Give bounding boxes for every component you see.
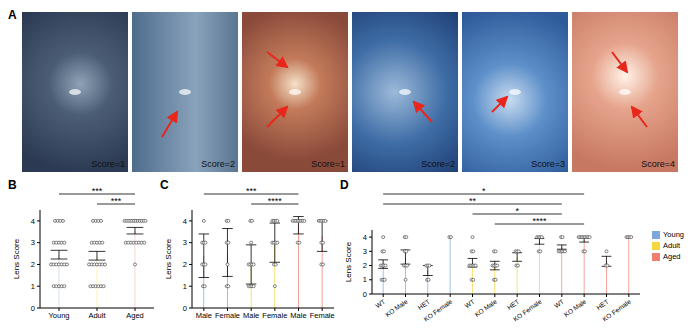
- svg-text:KO Male: KO Male: [563, 298, 588, 318]
- svg-text:Lens Score: Lens Score: [344, 241, 353, 282]
- svg-text:2: 2: [363, 261, 367, 270]
- svg-text:****: ****: [532, 216, 547, 226]
- svg-text:****: ****: [268, 196, 283, 206]
- svg-text:Lens Score: Lens Score: [12, 238, 21, 279]
- svg-text:3: 3: [183, 238, 187, 247]
- svg-text:Male: Male: [290, 311, 306, 320]
- svg-text:Female: Female: [262, 311, 287, 320]
- svg-text:***: ***: [111, 196, 122, 206]
- svg-text:3: 3: [31, 238, 35, 247]
- svg-text:3: 3: [363, 247, 367, 256]
- html-text:A: A: [8, 8, 17, 22]
- svg-text:WT: WT: [374, 298, 386, 310]
- html-text:Score=4: Score=4: [641, 159, 675, 169]
- svg-text:Lens Score: Lens Score: [164, 238, 173, 279]
- svg-text:1: 1: [31, 282, 35, 291]
- svg-text:HET: HET: [506, 298, 521, 311]
- svg-text:0: 0: [183, 304, 187, 313]
- svg-text:2: 2: [31, 260, 35, 269]
- svg-text:***: ***: [92, 186, 103, 196]
- svg-text:***: ***: [246, 186, 257, 196]
- html-text:Score=1: Score=1: [91, 159, 125, 169]
- svg-text:Aged: Aged: [126, 311, 144, 320]
- svg-text:*: *: [515, 206, 519, 216]
- svg-text:Female: Female: [215, 311, 240, 320]
- svg-text:KO Male: KO Male: [384, 298, 409, 318]
- html-text:D: D: [340, 178, 349, 192]
- svg-text:0: 0: [363, 290, 367, 299]
- svg-text:KO Male: KO Male: [473, 298, 498, 318]
- html-text:Score=3: Score=3: [531, 159, 565, 169]
- svg-text:Male: Male: [196, 311, 212, 320]
- html-text:Score=2: Score=2: [421, 159, 455, 169]
- svg-text:0: 0: [31, 304, 35, 313]
- html-text:C: C: [160, 178, 169, 192]
- svg-text:2: 2: [183, 260, 187, 269]
- svg-text:1: 1: [183, 282, 187, 291]
- svg-text:Adult: Adult: [88, 311, 106, 320]
- html-text:Adult: Adult: [663, 241, 681, 250]
- svg-text:4: 4: [363, 233, 367, 242]
- svg-text:*: *: [482, 186, 486, 196]
- svg-text:Female: Female: [310, 311, 335, 320]
- svg-text:Young: Young: [49, 311, 70, 320]
- svg-text:**: **: [469, 196, 477, 206]
- html-text:Score=2: Score=2: [201, 159, 235, 169]
- svg-text:HET: HET: [595, 298, 610, 311]
- svg-text:4: 4: [31, 217, 35, 226]
- html-text:Score=1: Score=1: [311, 159, 345, 169]
- svg-text:WT: WT: [553, 298, 565, 310]
- svg-text:KO Female: KO Female: [512, 298, 543, 323]
- svg-text:WT: WT: [463, 298, 475, 310]
- html-text:Young: Young: [663, 230, 684, 239]
- svg-text:1: 1: [363, 275, 367, 284]
- svg-text:Male: Male: [243, 311, 259, 320]
- html-text:Aged: Aged: [663, 252, 681, 261]
- svg-text:KO Female: KO Female: [601, 298, 632, 323]
- svg-text:4: 4: [183, 217, 187, 226]
- html-text:B: B: [8, 178, 17, 192]
- svg-text:HET: HET: [416, 298, 431, 311]
- svg-text:KO Female: KO Female: [422, 298, 453, 323]
